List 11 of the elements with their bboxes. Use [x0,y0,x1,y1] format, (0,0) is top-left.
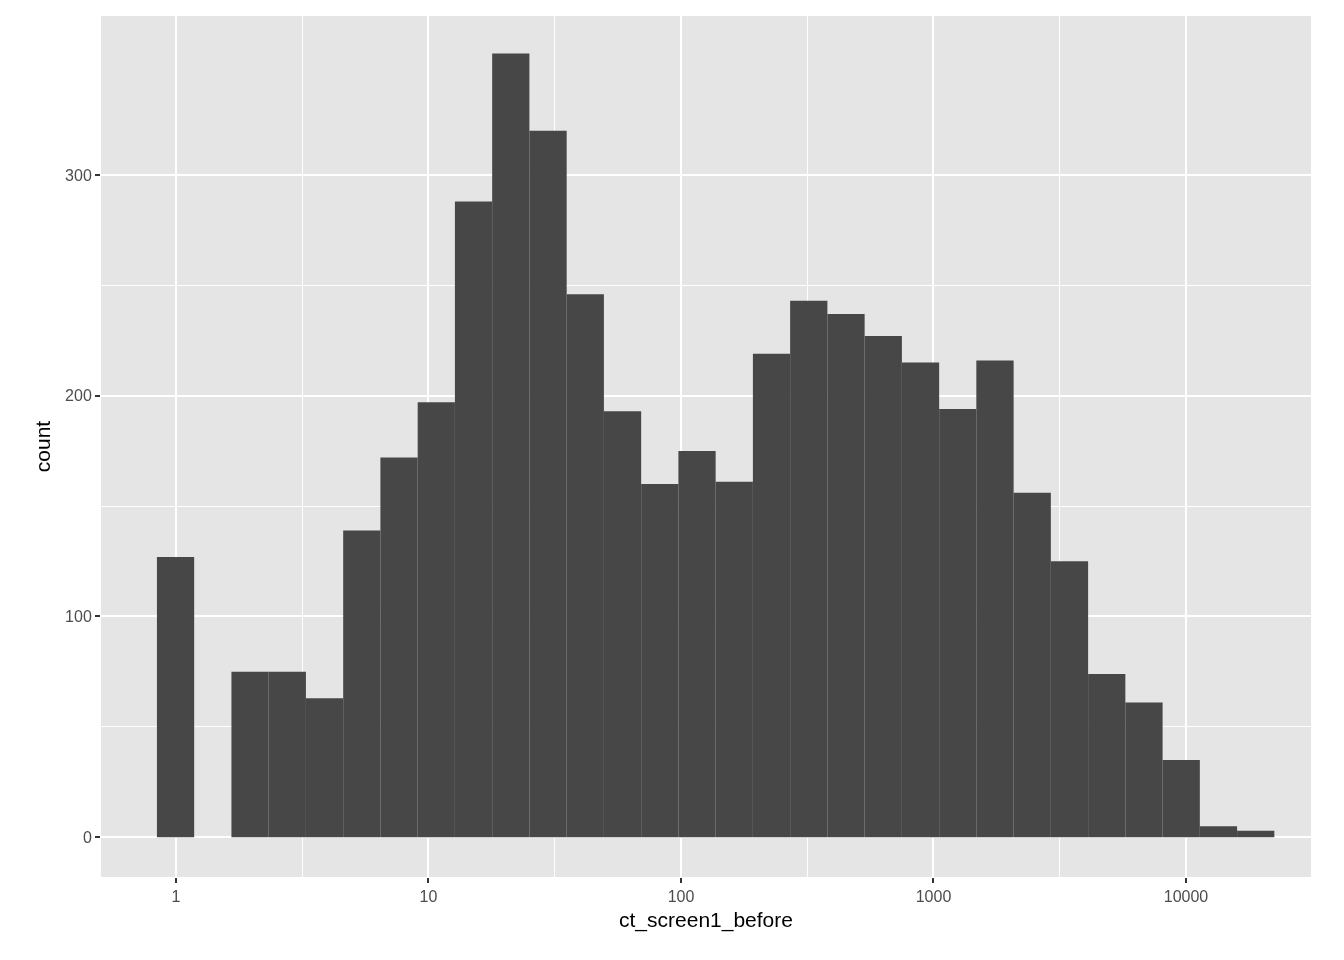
y-tick-label: 0 [82,828,92,846]
x-tick-label: 10000 [1163,888,1209,906]
y-tick-label: 100 [65,608,92,626]
x-tick-label: 100 [667,888,695,906]
x-tick-label: 1 [171,888,181,906]
y-axis-title: count [31,420,55,473]
y-tick-label: 200 [65,387,92,405]
x-tick-label: 10 [419,888,438,906]
x-axis-title: ct_screen1_before [619,908,793,933]
y-tick-label: 300 [65,166,92,184]
x-tick-label: 1000 [915,888,952,906]
